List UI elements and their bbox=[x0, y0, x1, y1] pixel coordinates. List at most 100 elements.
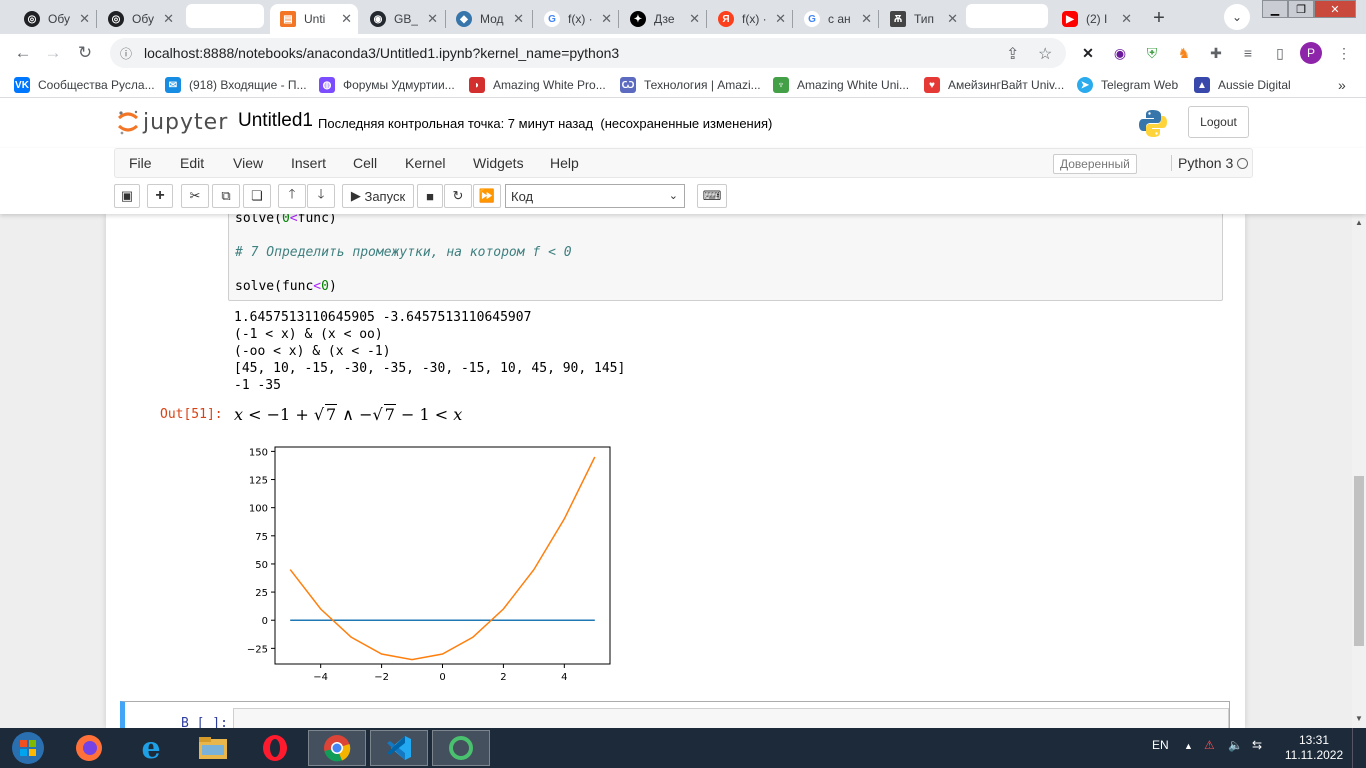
save-icon[interactable]: ▣ bbox=[114, 184, 140, 208]
bookmark-item[interactable]: ♆ Amazing White Uni... bbox=[773, 76, 909, 94]
url-text[interactable]: localhost:8888/notebooks/anaconda3/Untit… bbox=[144, 45, 620, 61]
empty-code-cell[interactable]: В [ ]: bbox=[120, 701, 1230, 728]
browser-tab-blank[interactable] bbox=[186, 4, 264, 28]
firefox-taskbar-icon[interactable] bbox=[60, 730, 118, 766]
kernel-name[interactable]: Python 3 bbox=[1171, 155, 1233, 171]
info-icon[interactable]: ⓘ bbox=[120, 46, 133, 61]
move-up-icon[interactable]: 🡑 bbox=[278, 184, 306, 208]
volume-icon[interactable]: 🔈 bbox=[1228, 738, 1243, 752]
logout-button[interactable]: Logout bbox=[1188, 106, 1249, 138]
reload-icon[interactable]: ↻ bbox=[77, 43, 93, 62]
menu-widgets[interactable]: Widgets bbox=[473, 155, 524, 171]
network-icon[interactable]: ⚠ bbox=[1204, 738, 1215, 752]
close-tab-icon[interactable]: ✕ bbox=[861, 11, 872, 26]
notebook-name[interactable]: Untitled1 bbox=[238, 110, 313, 131]
cell-type-select[interactable]: Код ⌄ bbox=[505, 184, 685, 208]
code-cell-input[interactable]: solve(0<func) # 7 Определить промежутки,… bbox=[228, 214, 1223, 301]
sync-icon[interactable]: ⇆ bbox=[1252, 738, 1263, 752]
close-tab-icon[interactable]: ✕ bbox=[513, 11, 524, 26]
close-tab-icon[interactable]: ✕ bbox=[163, 11, 174, 26]
browser-tab[interactable]: ▶ (2) I ✕ bbox=[1052, 4, 1138, 34]
maximize-button[interactable]: ❐ bbox=[1288, 0, 1314, 18]
bookmark-star-icon[interactable]: ☆ bbox=[1038, 46, 1053, 63]
new-tab-button[interactable]: + bbox=[1146, 5, 1172, 31]
scroll-up-icon[interactable]: ▲ bbox=[1355, 218, 1363, 227]
browser-tab[interactable]: ◆ Мод ✕ bbox=[446, 4, 530, 34]
app-taskbar-icon[interactable] bbox=[432, 730, 490, 766]
browser-tab[interactable]: Я f(x) · ✕ bbox=[708, 4, 792, 34]
menu-view[interactable]: View bbox=[233, 155, 264, 171]
chrome-taskbar-icon[interactable] bbox=[308, 730, 366, 766]
ie-taskbar-icon[interactable]: e bbox=[141, 730, 161, 766]
close-tab-icon[interactable]: ✕ bbox=[341, 11, 352, 26]
fast-forward-icon[interactable]: ⏩ bbox=[473, 184, 501, 208]
copy-icon[interactable]: ⧉ bbox=[212, 184, 240, 208]
bookmark-item[interactable]: Ѡ Технология | Amazi... bbox=[620, 77, 761, 93]
move-down-icon[interactable]: 🡓 bbox=[307, 184, 335, 208]
bookmarks-more-icon[interactable]: » bbox=[1338, 77, 1346, 93]
explorer-taskbar-icon[interactable] bbox=[184, 730, 242, 766]
language-indicator[interactable]: EN bbox=[1152, 738, 1169, 752]
opera-taskbar-icon[interactable] bbox=[246, 730, 304, 766]
bookmark-item[interactable]: ▲ Aussie Digital bbox=[1194, 76, 1291, 94]
reading-list-icon[interactable]: ≡ bbox=[1243, 45, 1253, 61]
browser-tab[interactable]: ◎ Обу ✕ bbox=[98, 4, 180, 34]
browser-tab[interactable]: G с ан ✕ bbox=[794, 4, 878, 34]
bookmark-item[interactable]: ✉ (918) Входящие - П... bbox=[165, 76, 307, 94]
close-tab-icon[interactable]: ✕ bbox=[689, 11, 700, 26]
restart-icon[interactable]: ↻ bbox=[444, 184, 472, 208]
menu-help[interactable]: Help bbox=[550, 155, 579, 171]
browser-tab-active[interactable]: ▤ Unti ✕ bbox=[270, 4, 358, 34]
run-button[interactable]: ▶ Запуск bbox=[342, 184, 414, 208]
menu-file[interactable]: File bbox=[129, 155, 152, 171]
minimize-button[interactable]: ▁ bbox=[1262, 0, 1288, 18]
bookmark-item[interactable]: ♥ АмейзингВайт Univ... bbox=[924, 76, 1064, 94]
close-tab-icon[interactable]: ✕ bbox=[427, 11, 438, 26]
forward-icon[interactable]: → bbox=[44, 43, 62, 62]
bookmark-item[interactable]: ➤ Telegram Web bbox=[1077, 76, 1178, 94]
browser-tab[interactable]: ◎ Обу ✕ bbox=[14, 4, 96, 34]
paste-icon[interactable]: ❏ bbox=[243, 184, 271, 208]
show-desktop-button[interactable] bbox=[1352, 728, 1366, 768]
scrollbar-thumb[interactable] bbox=[1354, 476, 1364, 646]
jupyter-logo[interactable]: jupyter bbox=[117, 108, 228, 136]
browser-tab[interactable]: Ѫ Тип ✕ bbox=[880, 4, 964, 34]
address-bar[interactable]: ⓘ localhost:8888/notebooks/anaconda3/Unt… bbox=[110, 38, 1066, 68]
insert-cell-icon[interactable]: + bbox=[147, 184, 173, 208]
extension-circle-icon[interactable]: ◉ bbox=[1113, 44, 1127, 61]
close-tab-icon[interactable]: ✕ bbox=[1121, 11, 1132, 26]
browser-tab[interactable]: ✦ Дзе ✕ bbox=[620, 4, 706, 34]
tab-search-button[interactable]: ⌄ bbox=[1224, 4, 1250, 30]
menu-cell[interactable]: Cell bbox=[353, 155, 378, 171]
menu-kernel[interactable]: Kernel bbox=[405, 155, 446, 171]
close-tab-icon[interactable]: ✕ bbox=[601, 11, 612, 26]
page-scrollbar[interactable]: ▲ ▼ bbox=[1352, 214, 1366, 728]
system-clock[interactable]: 13:31 11.11.2022 bbox=[1284, 733, 1344, 762]
stop-icon[interactable]: ■ bbox=[417, 184, 443, 208]
bookmark-item[interactable]: VK Сообщества Русла... bbox=[14, 77, 155, 93]
chrome-menu-icon[interactable]: ⋮ bbox=[1337, 44, 1351, 61]
scroll-down-icon[interactable]: ▼ bbox=[1355, 714, 1363, 723]
close-tab-icon[interactable]: ✕ bbox=[79, 11, 90, 26]
bookmark-item[interactable]: ◗ Amazing White Pro... bbox=[469, 76, 606, 94]
tray-chevron-icon[interactable]: ▲ bbox=[1184, 741, 1193, 751]
shield-extension-icon[interactable]: ⛨ bbox=[1146, 44, 1158, 61]
extensions-puzzle-icon[interactable]: ✚ bbox=[1210, 44, 1222, 61]
code-cell-input[interactable] bbox=[233, 708, 1229, 728]
menu-insert[interactable]: Insert bbox=[291, 155, 327, 171]
side-panel-icon[interactable]: ▯ bbox=[1276, 44, 1284, 61]
bookmark-item[interactable]: ◍ Форумы Удмуртии... bbox=[319, 76, 455, 94]
x-extension-icon[interactable]: ✕ bbox=[1082, 44, 1094, 61]
start-button[interactable] bbox=[2, 730, 54, 766]
browser-tab[interactable]: G f(x) · ✕ bbox=[534, 4, 618, 34]
cut-icon[interactable]: ✂ bbox=[181, 184, 209, 208]
close-window-button[interactable]: ✕ bbox=[1314, 0, 1356, 18]
metamask-icon[interactable]: ♞ bbox=[1177, 44, 1191, 61]
menu-edit[interactable]: Edit bbox=[180, 155, 205, 171]
browser-tab[interactable]: ◉ GB_ ✕ bbox=[360, 4, 444, 34]
back-icon[interactable]: ← bbox=[14, 43, 32, 62]
vscode-taskbar-icon[interactable] bbox=[370, 730, 428, 766]
close-tab-icon[interactable]: ✕ bbox=[947, 11, 958, 26]
close-tab-icon[interactable]: ✕ bbox=[775, 11, 786, 26]
trusted-indicator[interactable]: Доверенный bbox=[1053, 154, 1137, 174]
